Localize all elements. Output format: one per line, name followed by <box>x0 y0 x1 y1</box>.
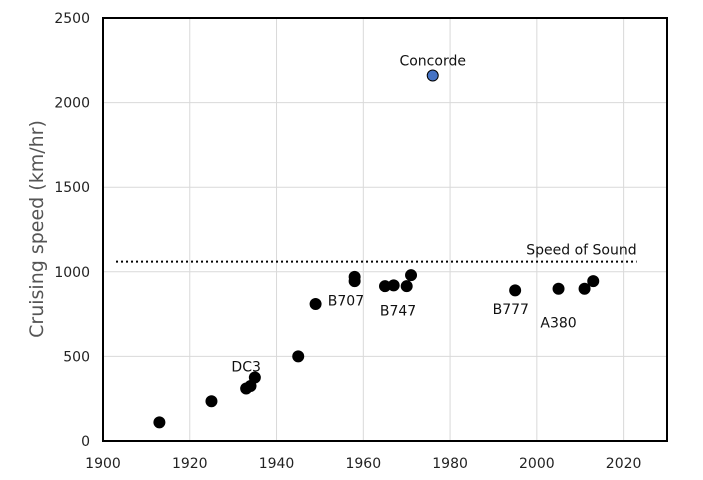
tick-labels: 1900 1920 1940 1960 1980 2000 2020 0 500 1000 1500… <box>54 11 641 472</box>
y-tick-label: 500 <box>63 349 90 365</box>
data-point <box>400 280 413 293</box>
annotation-label: B777 <box>493 302 529 318</box>
x-tick-label: 2000 <box>519 456 555 472</box>
x-tick-label: 1980 <box>432 456 468 472</box>
data-point <box>509 284 522 297</box>
x-tick-label: 1940 <box>259 456 295 472</box>
annotations: Speed of Sound Concorde DC3 B707 B747 B777 A38… <box>231 53 636 375</box>
y-tick-label: 2000 <box>54 96 90 112</box>
annotation-label: Concorde <box>399 53 466 69</box>
data-point <box>552 282 565 295</box>
data-point <box>387 279 400 292</box>
data-point <box>205 395 218 408</box>
y-tick-label: 2500 <box>54 11 90 27</box>
data-point <box>153 416 166 429</box>
annotation-label: B707 <box>328 294 364 310</box>
annotation-label: DC3 <box>231 360 260 376</box>
data-point <box>292 350 305 363</box>
speed-of-sound-label: Speed of Sound <box>526 243 636 259</box>
y-tick-label: 1000 <box>54 265 90 281</box>
data-point <box>348 270 361 283</box>
data-point <box>587 275 600 288</box>
plot-frame <box>102 17 668 442</box>
y-tick-label: 1500 <box>54 180 90 196</box>
y-axis-title: Cruising speed (km/hr) <box>26 120 48 338</box>
data-point <box>426 69 439 82</box>
x-tick-label: 1920 <box>172 456 208 472</box>
x-tick-label: 2020 <box>606 456 642 472</box>
data-point <box>578 282 591 295</box>
data-point <box>248 371 261 384</box>
x-tick-label: 1900 <box>85 456 121 472</box>
annotation-label: B747 <box>380 304 416 320</box>
grid <box>102 17 667 442</box>
data-points <box>153 69 600 429</box>
annotation-label: A380 <box>540 316 576 332</box>
x-tick-label: 1960 <box>345 456 381 472</box>
y-tick-label: 0 <box>81 434 90 450</box>
data-point <box>405 269 418 282</box>
data-point <box>309 297 322 310</box>
